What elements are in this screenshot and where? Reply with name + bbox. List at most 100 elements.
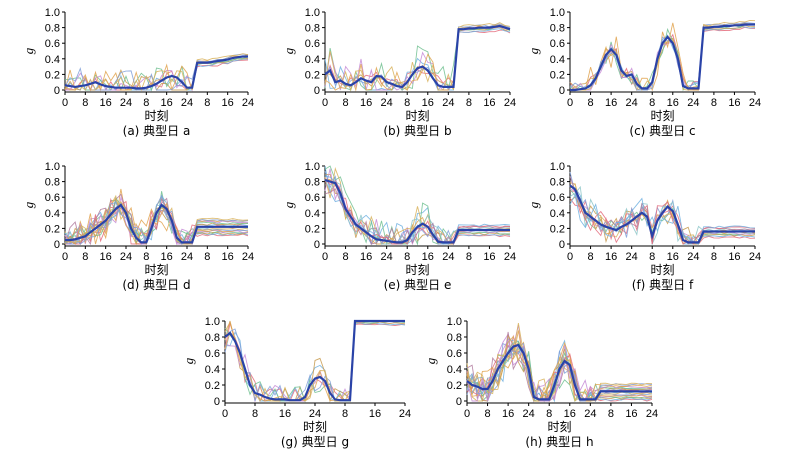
scenario-line (466, 335, 652, 402)
y-tick-label: 0.6 (447, 348, 462, 360)
x-tick-label: 8 (404, 97, 410, 109)
scenario-line (64, 53, 249, 92)
panel-g: 0 0.2 0.4 0.6 0.8 1.0 0 8 16 24 8 16 24 g 时刻(g) 典型日 g (181, 316, 411, 449)
y-tick-label: 0.2 (305, 69, 320, 81)
y-tick-label: 0.6 (305, 38, 320, 50)
x-tick-label: 24 (626, 251, 638, 263)
panel-caption: (f) 典型日 f (632, 278, 694, 292)
x-tick-label: 16 (222, 97, 234, 109)
x-tick-label: 24 (504, 97, 516, 109)
y-tick-label: 0.8 (45, 23, 60, 35)
typical-day-line (324, 24, 511, 89)
x-tick-label: 24 (399, 408, 411, 420)
y-tick-label: 0 (314, 85, 320, 97)
x-tick-label: 16 (422, 251, 434, 263)
x-tick-label: 16 (483, 97, 495, 109)
scenario-line (466, 347, 653, 403)
y-axis-label: g (526, 201, 541, 208)
scenario-line (324, 22, 511, 92)
x-tick-label: 16 (483, 251, 495, 263)
panel-e: 0 0.2 0.4 0.6 0.8 1.0 0 8 16 24 8 16 24 8 16 24 g 时刻(e) 典… (281, 161, 516, 292)
panel-b: 0 0.2 0.4 0.6 0.8 1.0 0 8 16 24 8 16 24 8 16 24 g 时刻(b) 典… (281, 7, 516, 138)
x-axis-label: 时刻 (650, 263, 674, 277)
panel-d: 0 0.2 0.4 0.6 0.8 1.0 0 8 16 24 8 16 24 8 16 24 g 时刻(d) 典… (21, 161, 254, 292)
x-tick-label: 16 (625, 408, 637, 420)
y-tick-label: 0.2 (305, 223, 320, 235)
y-tick-label: 0 (559, 85, 565, 97)
typical-day-line (570, 23, 755, 92)
y-tick-label: 1.0 (305, 161, 320, 173)
y-tick-label: 0.2 (550, 69, 565, 81)
x-tick-label: 16 (728, 97, 740, 109)
x-axis-label: 时刻 (405, 263, 429, 277)
y-axis-label: g (181, 357, 196, 364)
y-tick-label: 1.0 (550, 161, 565, 173)
x-tick-label: 24 (687, 251, 699, 263)
x-tick-label: 8 (342, 251, 348, 263)
x-tick-label: 8 (587, 251, 593, 263)
y-tick-label: 0.6 (305, 192, 320, 204)
x-tick-label: 8 (649, 251, 655, 263)
y-tick-label: 0 (54, 85, 60, 97)
x-axis-label: 时刻 (547, 420, 571, 434)
x-tick-label: 16 (279, 408, 291, 420)
x-tick-label: 8 (466, 97, 472, 109)
scenario-line (569, 198, 756, 245)
x-tick-label: 24 (523, 408, 535, 420)
scenario-line (466, 330, 653, 402)
scenario-line (64, 197, 249, 245)
x-tick-label: 8 (342, 97, 348, 109)
panel-caption: (a) 典型日 a (123, 124, 191, 138)
x-tick-label: 8 (711, 97, 717, 109)
x-tick-label: 24 (381, 251, 393, 263)
x-tick-label: 24 (181, 97, 193, 109)
x-tick-label: 8 (342, 408, 348, 420)
x-tick-label: 8 (143, 251, 149, 263)
x-tick-label: 16 (161, 251, 173, 263)
x-tick-label: 16 (605, 251, 617, 263)
x-tick-label: 24 (626, 97, 638, 109)
x-tick-label: 8 (484, 408, 490, 420)
x-tick-label: 24 (442, 251, 454, 263)
x-axis-label: 时刻 (405, 109, 429, 123)
x-tick-label: 24 (242, 97, 254, 109)
panel-caption: (g) 典型日 g (281, 435, 349, 449)
panel-c: 0 0.2 0.4 0.6 0.8 1.0 0 8 16 24 8 16 24 8 16 24 g 时刻(c) 典… (526, 7, 761, 138)
panel-caption: (c) 典型日 c (629, 124, 695, 138)
panel-f: 0 0.2 0.4 0.6 0.8 1.0 0 8 16 24 8 16 24 8 16 24 g 时刻(f) 典… (526, 161, 761, 292)
y-tick-label: 0.2 (45, 69, 60, 81)
typical-day-line (224, 319, 405, 402)
scenario-line (224, 320, 406, 403)
y-tick-label: 0.4 (305, 54, 320, 66)
y-tick-label: 1.0 (550, 7, 565, 19)
x-tick-label: 8 (608, 408, 614, 420)
x-tick-label: 16 (369, 408, 381, 420)
y-tick-label: 0.4 (447, 364, 462, 376)
y-tick-label: 0 (456, 396, 462, 408)
x-tick-label: 24 (309, 408, 321, 420)
y-tick-label: 0.8 (550, 177, 565, 189)
x-tick-label: 24 (584, 408, 596, 420)
x-tick-label: 8 (82, 97, 88, 109)
x-axis-label: 时刻 (303, 420, 327, 434)
x-tick-label: 16 (360, 251, 372, 263)
x-tick-label: 16 (222, 251, 234, 263)
x-tick-label: 8 (404, 251, 410, 263)
x-tick-label: 0 (464, 408, 470, 420)
x-tick-label: 24 (504, 251, 516, 263)
y-tick-label: 0.2 (447, 380, 462, 392)
y-axis-label: g (526, 47, 541, 54)
y-tick-label: 0.4 (550, 54, 565, 66)
scenario-line (224, 320, 406, 403)
scenario-line (64, 197, 249, 246)
y-tick-label: 0.6 (550, 38, 565, 50)
panel-a: 0 0.2 0.4 0.6 0.8 1.0 0 8 16 24 8 16 24 8 16 24 g 时刻(a) 典… (21, 7, 254, 138)
x-tick-label: 24 (181, 251, 193, 263)
y-tick-label: 0.8 (305, 177, 320, 189)
panel-caption: (e) 典型日 e (384, 278, 452, 292)
x-tick-label: 8 (546, 408, 552, 420)
x-tick-label: 16 (667, 251, 679, 263)
y-tick-label: 1.0 (447, 316, 462, 328)
scenario-line (324, 178, 510, 246)
